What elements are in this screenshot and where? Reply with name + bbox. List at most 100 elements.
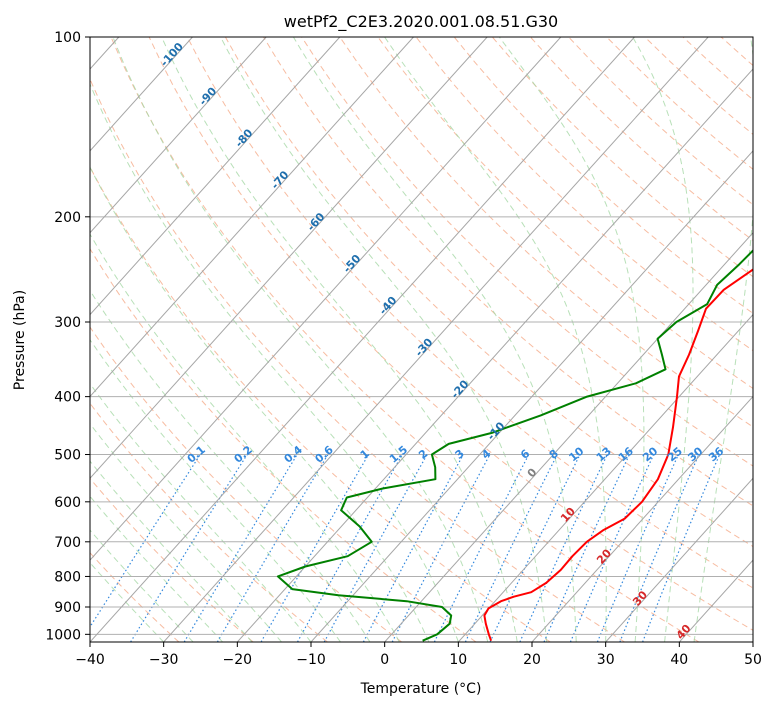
y-tick-label: 900 — [54, 600, 81, 616]
moist-adiabat-line — [693, 37, 753, 642]
mixing-ratio-label: 20 — [640, 444, 660, 464]
moist-adiabat-line — [498, 37, 645, 642]
isotherm-label: -10 — [485, 419, 508, 443]
mixing-ratio-label: 30 — [685, 444, 705, 464]
moist-adiabat-line — [90, 166, 430, 642]
isotherm-label: -90 — [196, 84, 219, 108]
plot-frame — [89, 36, 754, 643]
x-tick-label: −20 — [223, 652, 253, 668]
x-tick-label: 0 — [380, 652, 389, 668]
x-tick-label: −40 — [75, 652, 105, 668]
x-axis-title: Temperature (°C) — [360, 681, 482, 697]
dry-adiabat-line — [720, 37, 753, 67]
mixing-ratio-label: 0.1 — [185, 443, 208, 465]
moist-adiabat-line — [292, 37, 577, 642]
x-tick-label: 20 — [523, 652, 541, 668]
isotherm-label: -50 — [341, 252, 364, 276]
mixing-ratio-line — [596, 454, 679, 642]
moist-adiabat-line — [90, 233, 400, 642]
mixing-ratio-line — [90, 454, 201, 629]
moist-adiabat-line — [632, 37, 694, 642]
moist-adiabat-line — [161, 37, 518, 642]
isotherm-line — [236, 68, 753, 642]
x-tick-label: −10 — [296, 652, 326, 668]
mixing-ratio-label: 1 — [358, 447, 372, 462]
mixing-ratio-line — [569, 454, 655, 642]
dry-adiabat-line — [90, 326, 403, 642]
isotherm-line — [384, 231, 753, 642]
dry-adiabat-line — [644, 37, 753, 135]
mixing-ratio-line — [489, 454, 581, 642]
mixing-ratio-line — [362, 454, 464, 642]
isotherms — [90, 37, 753, 642]
isotherm-label: -30 — [413, 335, 436, 359]
dry-adiabat-line — [453, 37, 753, 314]
isotherm-line — [90, 37, 488, 480]
dry-adiabat-line — [186, 37, 753, 589]
x-tick-label: 30 — [597, 652, 615, 668]
dry-adiabat-line — [415, 37, 753, 352]
isotherm-line — [90, 37, 193, 152]
dewpoint-profile-line — [276, 249, 753, 642]
y-tick-label: 400 — [54, 390, 81, 406]
mixing-ratio-line — [391, 454, 491, 642]
mixing-ratio-label: 10 — [566, 444, 586, 464]
moist-adiabat-line — [220, 37, 548, 642]
isotherm-label: -70 — [269, 168, 292, 192]
chart-annotations: 0.1 0.2 0.4 0.6 1 1.5 2 3 4 6 8 10 13 16 20 25 30 36-100-… — [158, 40, 727, 642]
mixing-ratio-label: 1.5 — [387, 443, 410, 465]
moist-adiabats — [90, 37, 753, 642]
moist-adiabat-line — [90, 82, 459, 642]
y-tick-label: 300 — [54, 315, 81, 331]
moist-adiabat-line — [112, 37, 489, 642]
moist-adiabat-line — [90, 460, 253, 642]
isotherm-line — [163, 37, 709, 642]
isotherm-label: -40 — [377, 294, 400, 318]
mixing-ratio-line — [619, 454, 700, 642]
isotherm-label: 30 — [630, 588, 650, 608]
mixing-ratio-line — [183, 454, 298, 642]
axes: −40 −30 −20 −10 0 10 20 30 40 5010020030040050060… — [45, 30, 762, 668]
dry-adiabat-line — [90, 552, 180, 642]
isotherm-line — [90, 37, 414, 398]
dry-adiabat-line — [224, 37, 753, 548]
moist-adiabat-line — [90, 338, 341, 642]
moist-adiabat-line — [90, 289, 371, 642]
dry-adiabat-line — [301, 37, 753, 467]
isotherm-label: 0 — [525, 466, 540, 481]
mixing-ratio-line — [543, 454, 630, 642]
dry-adiabat-line — [339, 37, 753, 428]
dry-adiabat-line — [110, 37, 700, 642]
y-tick-label: 1000 — [45, 627, 81, 643]
mixing-ratio-line — [642, 454, 721, 642]
isotherm-line — [752, 641, 753, 642]
x-tick-label: 10 — [449, 652, 467, 668]
moist-adiabat-line — [90, 529, 194, 642]
y-axis-title: Pressure (hPa) — [12, 290, 28, 390]
mixing-ratio-label: 2 — [416, 447, 430, 462]
x-tick-label: 50 — [744, 652, 762, 668]
dry-adiabat-line — [377, 37, 753, 390]
mixing-ratio-line — [260, 454, 370, 642]
dry-adiabat-line — [606, 37, 753, 170]
isotherm-label: 20 — [594, 546, 614, 566]
isotherm-line — [310, 150, 753, 642]
isotherm-line — [531, 395, 753, 642]
isotherm-line — [457, 313, 753, 642]
mixing-ratio-label: 13 — [594, 445, 614, 465]
dry-adiabat-line — [90, 77, 625, 642]
dry-adiabat-line — [90, 477, 254, 642]
dry-adiabat-line — [90, 247, 477, 642]
isotherm-line — [605, 477, 753, 642]
isotherm-label: 40 — [674, 622, 694, 642]
dry-adiabat-line — [90, 165, 551, 642]
y-tick-label: 500 — [54, 448, 81, 464]
dry-adiabat-line — [263, 37, 753, 507]
chart-title: wetPf2_C2E3.2020.001.08.51.G30 — [284, 12, 558, 32]
mixing-ratio-lines — [90, 454, 721, 642]
pressure-gridlines — [90, 37, 753, 635]
x-tick-label: 40 — [670, 652, 688, 668]
isotherm-line — [90, 37, 341, 316]
y-tick-label: 700 — [54, 535, 81, 551]
